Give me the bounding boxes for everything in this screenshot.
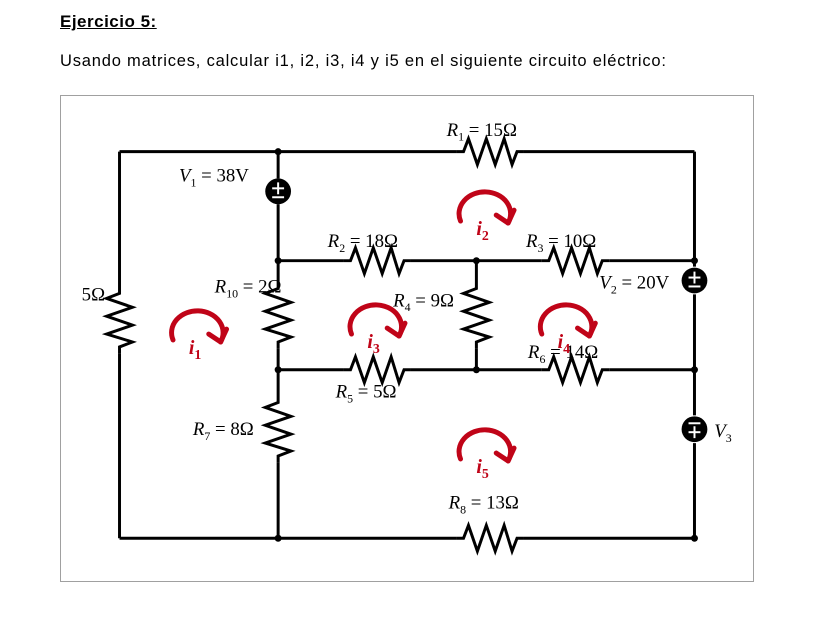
- exercise-prompt: Usando matrices, calcular i1, i2, i3, i4…: [60, 46, 759, 77]
- resistor-r8-icon: [457, 526, 524, 552]
- label-r5: R5 = 5Ω: [335, 382, 397, 406]
- label-v3: V3 = 24V: [714, 421, 735, 445]
- label-i3: i3: [367, 331, 380, 357]
- resistor-r9-icon: [107, 287, 133, 354]
- resistor-r4-icon: [464, 282, 490, 349]
- source-v2-icon: [682, 268, 708, 294]
- label-v1: V1 = 38V: [179, 166, 249, 190]
- label-r3: R3 = 10Ω: [525, 231, 596, 255]
- resistor-r5-icon: [344, 357, 411, 383]
- loop-i2-icon: [459, 192, 514, 223]
- loop-i5-icon: [459, 430, 514, 461]
- resistor-r7-icon: [265, 396, 291, 463]
- exercise-title: Ejercicio 5:: [60, 12, 759, 32]
- resistor-r1-icon: [457, 139, 524, 165]
- circuit-figure: R1 = 15Ω R2 = 18Ω R3 = 10Ω R4 = 9Ω R5 = …: [60, 95, 754, 582]
- label-r4: R4 = 9Ω: [392, 291, 454, 315]
- source-v1-icon: [265, 179, 291, 205]
- label-r2: R2 = 18Ω: [327, 231, 398, 255]
- label-r8: R8 = 13Ω: [448, 493, 519, 517]
- label-r7: R7 = 8Ω: [192, 420, 254, 444]
- loop-i1-icon: [172, 311, 227, 342]
- loop-i4-icon: [540, 305, 595, 336]
- label-i5: i5: [476, 456, 489, 482]
- label-r1: R1 = 15Ω: [446, 120, 517, 144]
- label-r9: R9 = 5Ω: [79, 285, 105, 309]
- source-v3-icon: [682, 417, 708, 443]
- label-i2: i2: [476, 218, 489, 244]
- label-v2: V2 = 20V: [599, 273, 669, 297]
- label-i1: i1: [189, 337, 202, 363]
- label-r10: R10 = 2Ω: [214, 277, 282, 301]
- circuit-svg: R1 = 15Ω R2 = 18Ω R3 = 10Ω R4 = 9Ω R5 = …: [79, 112, 735, 568]
